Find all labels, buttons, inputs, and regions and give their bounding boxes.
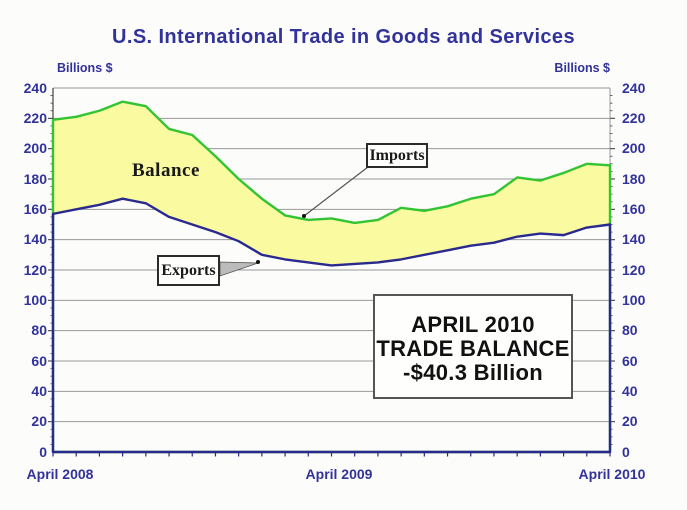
exports-line [51, 197, 612, 454]
x-axis-label-april-2009: April 2009 [305, 466, 373, 482]
y-axis-label-right: 20 [622, 413, 638, 430]
imports-callout-label: Imports [366, 143, 428, 168]
y-axis-label-left: 0 [39, 443, 47, 460]
y-axis-label-left: 20 [31, 413, 47, 430]
y-axis-label-left: 100 [23, 291, 47, 308]
y-axis-label-right: 240 [622, 79, 646, 96]
y-axis-label-right: 60 [622, 352, 638, 369]
y-axis-label-left: 40 [31, 382, 47, 399]
y-axis-label-right: 180 [622, 170, 646, 187]
annotation-line-2: TRADE BALANCE [376, 336, 570, 361]
imports-line [51, 100, 612, 454]
page-title: U.S. International Trade in Goods and Se… [112, 26, 575, 48]
y-axis-label-left: 60 [31, 352, 47, 369]
y-axis-label-right: 0 [622, 443, 630, 460]
balance-area [53, 101, 610, 266]
x-axis-label-april-2010: April 2010 [578, 466, 646, 482]
y-axis-label-left: 120 [23, 261, 47, 278]
exports-leader-dot [256, 260, 260, 264]
y-axis-label-right: 40 [622, 382, 638, 399]
x-axis-label-april-2008: April 2008 [26, 466, 94, 482]
exports-callout-label: Exports [157, 255, 220, 286]
y-axis-label-right: 220 [622, 109, 646, 126]
y-axis-unit-left: Billions $ [57, 61, 113, 75]
y-axis-label-right: 120 [622, 261, 646, 278]
y-axis-label-right: 100 [622, 291, 646, 308]
y-axis-label-right: 80 [622, 322, 638, 339]
annotation-line-1: APRIL 2010 [411, 312, 535, 337]
imports-leader-line [303, 166, 369, 217]
imports-leader-dot [302, 214, 306, 218]
y-axis-label-left: 140 [23, 231, 47, 248]
exports-leader-wedge [219, 261, 259, 277]
y-axis-unit-right: Billions $ [554, 61, 610, 75]
y-axis-label-right: 160 [622, 200, 646, 217]
annotation-line-3: -$40.3 Billion [403, 360, 543, 385]
y-axis-label-left: 160 [23, 200, 47, 217]
y-axis-label-left: 200 [23, 140, 47, 157]
balance-area-label: Balance [132, 160, 200, 181]
y-axis-label-left: 80 [31, 322, 47, 339]
y-axis-label-left: 220 [23, 109, 47, 126]
y-axis-label-right: 140 [622, 231, 646, 248]
y-axis-label-left: 240 [23, 79, 47, 96]
trade-balance-annotation-box: APRIL 2010 TRADE BALANCE -$40.3 Billion [373, 294, 573, 399]
y-axis-label-left: 180 [23, 170, 47, 187]
y-axis-label-right: 200 [622, 140, 646, 157]
